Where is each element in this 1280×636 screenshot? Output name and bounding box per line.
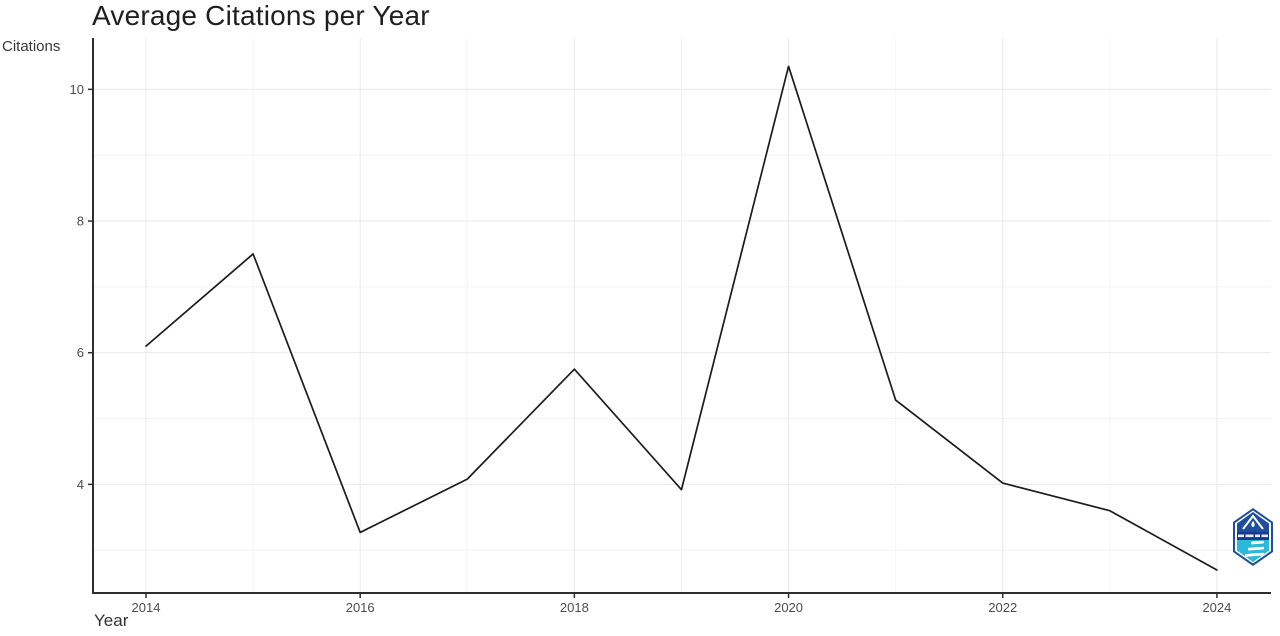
x-tick-labels: 2014 2016 2018 2020 2022 2024 — [132, 593, 1231, 615]
y-axis-title: Citations — [2, 38, 61, 55]
x-tick-label: 2024 — [1202, 600, 1231, 615]
y-tick-labels: 4 6 8 10 — [70, 82, 93, 492]
gridlines — [93, 38, 1271, 593]
x-tick-label: 2020 — [774, 600, 803, 615]
logo-wordmark-band — [1238, 534, 1268, 538]
y-tick-label: 8 — [77, 214, 84, 229]
y-tick-label: 6 — [77, 345, 84, 360]
x-tick-label: 2018 — [560, 600, 589, 615]
y-tick-label: 10 — [70, 82, 84, 97]
logo-house-icon — [1242, 514, 1264, 530]
chart-title: Average Citations per Year — [92, 0, 430, 31]
hexagon-badge-logo — [1233, 508, 1273, 566]
x-tick-label: 2016 — [346, 600, 375, 615]
x-tick-label: 2022 — [988, 600, 1017, 615]
data-line-average-citations — [145, 65, 1218, 571]
y-tick-label: 4 — [77, 477, 84, 492]
x-axis-title: Year — [94, 611, 129, 630]
logo-hexagon — [1233, 508, 1273, 566]
x-tick-label: 2014 — [132, 600, 161, 615]
axes — [92, 38, 1271, 594]
logo-steps-icon — [1245, 540, 1264, 557]
